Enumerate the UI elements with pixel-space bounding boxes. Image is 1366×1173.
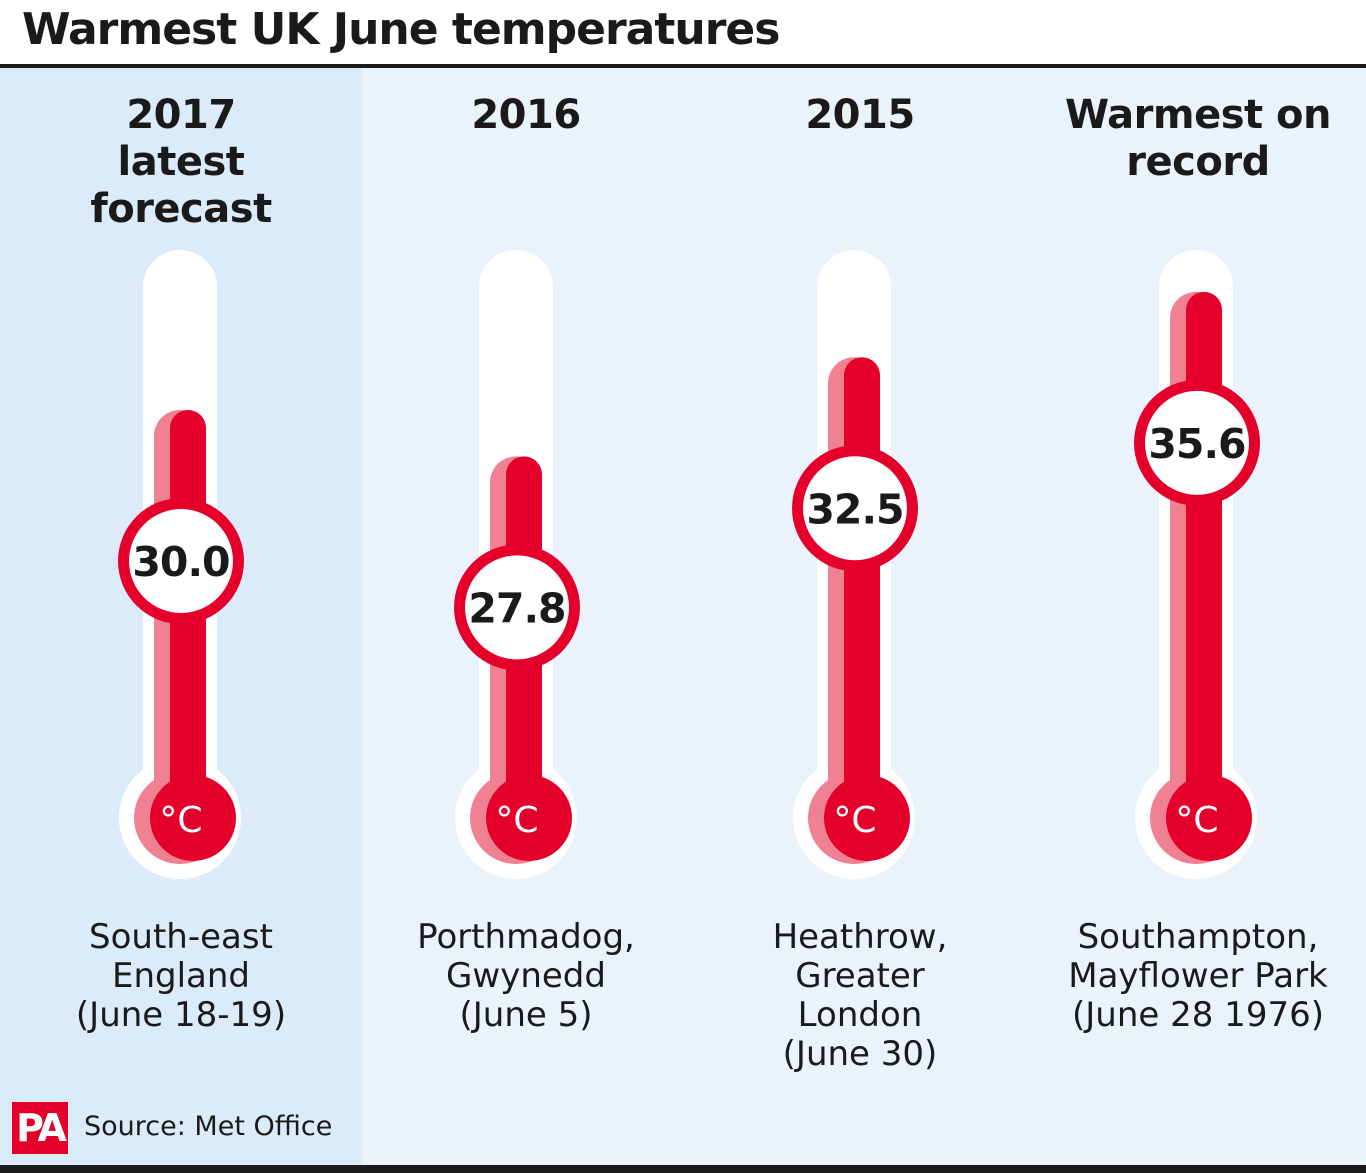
category-heading: 2016 [471, 92, 581, 138]
category-heading: 2017 latest forecast [90, 92, 272, 232]
thermometer-column: 2016 Porthmadog, Gwynedd (June 5) [362, 68, 690, 1165]
thermometer-column: Warmest on record Southampton, Mayflower … [1030, 68, 1366, 1165]
pa-logo: PA [12, 1102, 68, 1154]
source-note: Source: Met Office [84, 1111, 333, 1142]
location-label: Porthmadog, Gwynedd (June 5) [417, 917, 635, 1035]
chart-title: Warmest UK June temperatures [22, 4, 780, 55]
location-label: Southampton, Mayflower Park (June 28 197… [1068, 917, 1328, 1035]
bottom-divider [0, 1165, 1366, 1173]
thermometer-column: 2015 Heathrow, Greater London (June 30) [690, 68, 1030, 1165]
category-heading: 2015 [805, 92, 915, 138]
location-label: South-east England (June 18-19) [75, 917, 287, 1035]
location-label: Heathrow, Greater London (June 30) [772, 917, 948, 1074]
thermometer-column: 2017 latest forecast South-east England (… [0, 68, 362, 1165]
category-heading: Warmest on record [1064, 92, 1332, 185]
title-divider [0, 64, 1366, 68]
